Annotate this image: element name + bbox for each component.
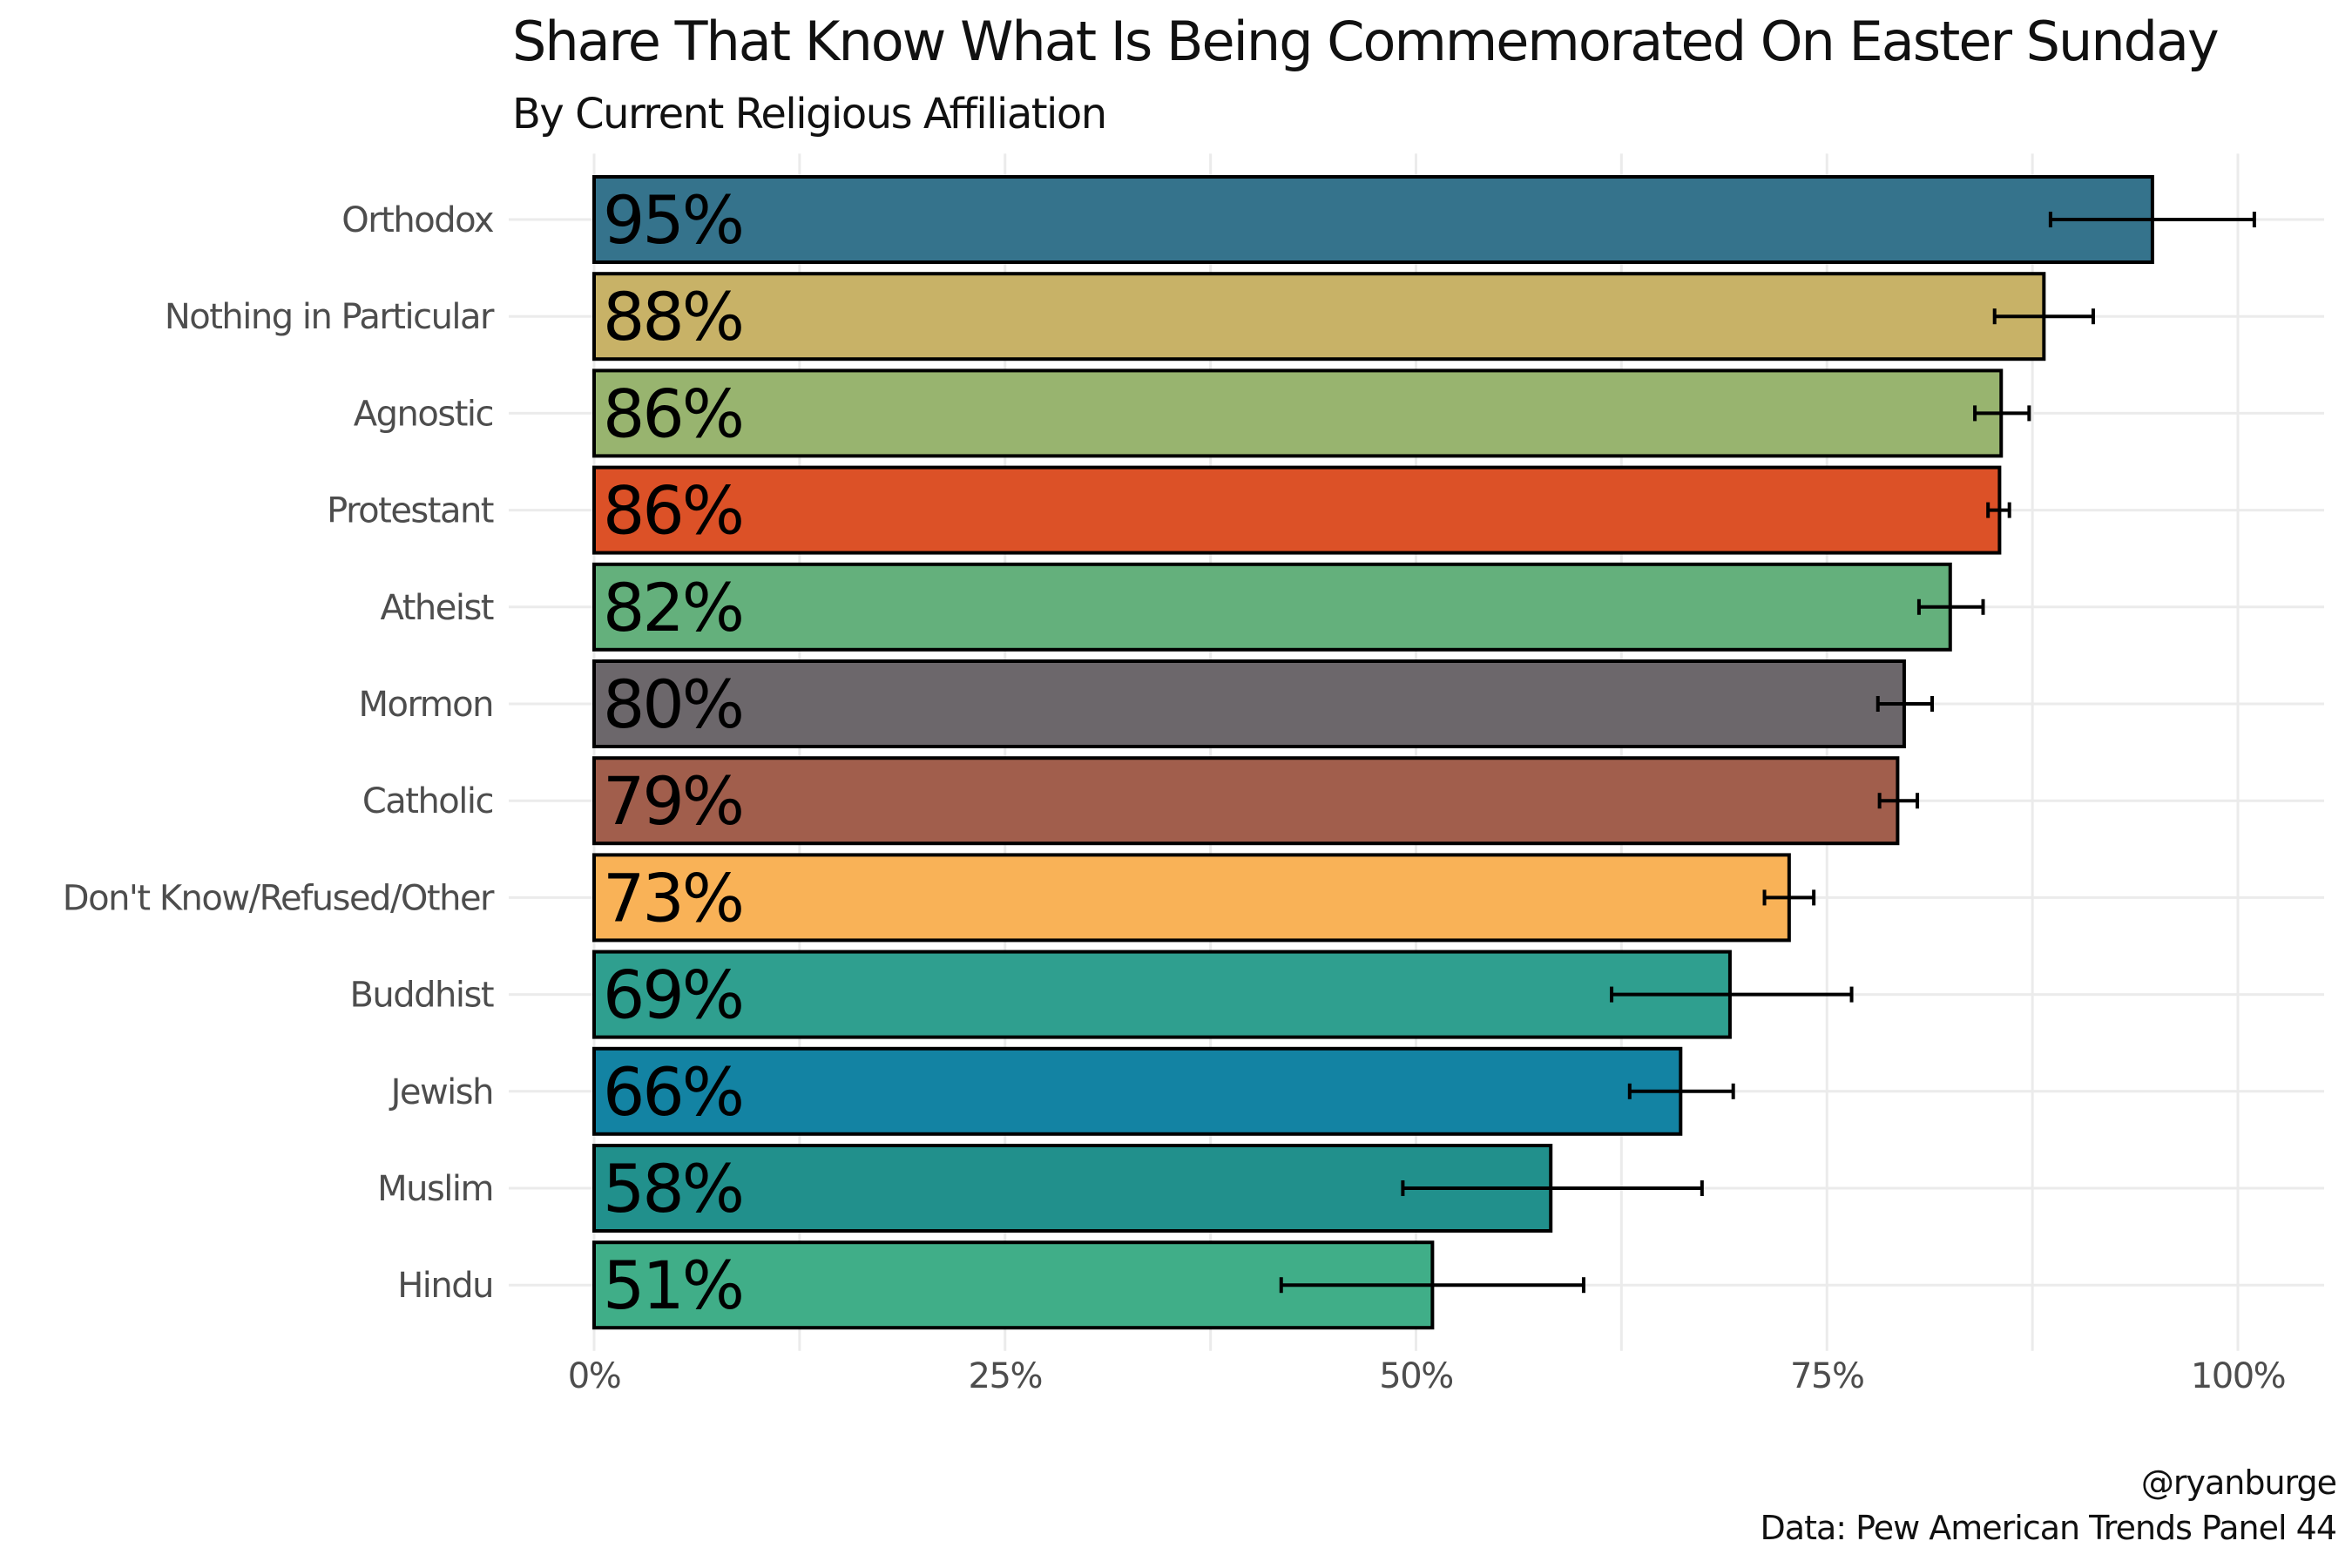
- value-label: 51%: [603, 1247, 742, 1324]
- bar: [592, 562, 1952, 652]
- bar: [592, 659, 1906, 748]
- category-label: Atheist: [381, 588, 494, 628]
- x-tick-label: 0%: [568, 1356, 620, 1396]
- value-label: 82%: [603, 569, 742, 646]
- x-tick-label: 100%: [2191, 1356, 2285, 1396]
- value-label: 58%: [603, 1150, 742, 1227]
- category-label: Jewish: [389, 1072, 493, 1112]
- value-label: 95%: [603, 181, 742, 259]
- bar: [592, 853, 1791, 943]
- bars: [592, 175, 2154, 1330]
- value-labels: 95% 88% 86% 86% 82% 80% 79% 73% 69% 66% 58% 51%: [603, 181, 745, 1324]
- value-label: 86%: [603, 472, 742, 550]
- bar: [592, 465, 2002, 555]
- value-label: 86%: [603, 375, 742, 452]
- category-label: Muslim: [377, 1169, 493, 1209]
- chart-subtitle: By Current Religious Affiliation: [512, 90, 1107, 139]
- value-label: 88%: [603, 278, 742, 355]
- category-label: Orthodox: [341, 200, 494, 240]
- category-label: Mormon: [358, 685, 493, 725]
- error-bars: [1279, 212, 2256, 1294]
- bar: [592, 175, 2154, 264]
- value-label: 80%: [603, 666, 742, 743]
- x-axis-labels: 0% 25% 50% 75% 100%: [568, 1356, 2287, 1396]
- x-tick-label: 25%: [969, 1356, 1042, 1396]
- bar: [592, 272, 2046, 362]
- x-tick-label: 50%: [1379, 1356, 1452, 1396]
- category-label: Catholic: [362, 781, 493, 821]
- category-label: Nothing in Particular: [165, 297, 495, 337]
- bar: [592, 1046, 1683, 1136]
- category-label: Hindu: [397, 1266, 493, 1306]
- value-label: 79%: [603, 762, 742, 840]
- category-label: Agnostic: [354, 394, 493, 434]
- caption-source: Data: Pew American Trends Panel 44: [1760, 1509, 2337, 1547]
- caption-handle: @ryanburge: [2140, 1463, 2337, 1502]
- y-axis-labels: Orthodox Nothing in Particular Agnostic Pro…: [63, 200, 497, 1306]
- bar: [592, 950, 1732, 1039]
- value-label: 66%: [603, 1053, 742, 1131]
- value-label: 73%: [603, 859, 742, 936]
- x-tick-label: 75%: [1790, 1356, 1863, 1396]
- category-label: Protestant: [327, 491, 494, 531]
- bar: [592, 756, 1900, 846]
- value-label: 69%: [603, 956, 742, 1034]
- category-label: Buddhist: [349, 976, 493, 1016]
- chart-title: Share That Know What Is Being Commemorat…: [512, 10, 2220, 73]
- bar: [592, 368, 2004, 458]
- category-label: Don't Know/Refused/Other: [63, 878, 495, 918]
